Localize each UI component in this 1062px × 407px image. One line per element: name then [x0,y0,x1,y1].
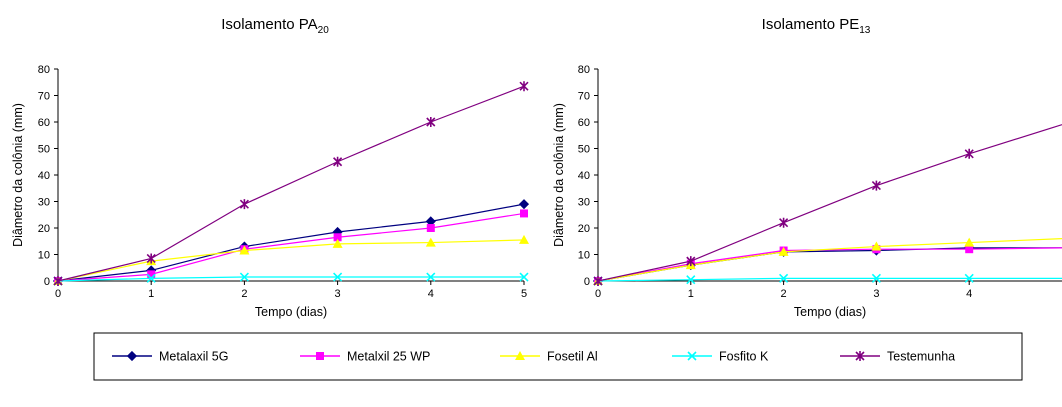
data-point [518,199,530,210]
x-tick-label: 3 [335,288,341,300]
legend-item: Metalxil 25 WP [300,350,430,364]
legend-marker [316,352,324,360]
data-point [871,241,882,251]
chart-isolamento-pe13: Isolamento PE13 0 10 20 30 40 50 60 70 80 0 1 2 3 4 Te… [552,16,1062,319]
x-tick-label: 0 [595,288,601,300]
data-point [147,270,156,279]
y-tick-label: 10 [578,250,590,262]
y-tick-label: 40 [578,170,590,182]
data-point [333,156,343,167]
legend-marker [687,351,697,361]
legend-marker [126,350,138,362]
x-tick-label: 4 [966,288,972,300]
series-line [57,212,525,282]
legend-label: Fosetil Al [547,350,598,364]
y-tick-label: 80 [578,64,590,76]
legend-marker [515,351,525,360]
data-point [426,272,436,282]
legend-marker [855,351,865,361]
legend-label: Fosfito K [719,350,769,364]
y-axis-label: Diâmetro da colônia (mm) [11,103,25,247]
data-point [426,117,436,127]
data-point [686,275,696,285]
series-line [597,247,1062,282]
data-point [146,273,156,283]
data-point [333,233,342,242]
legend-item: Metalaxil 5G [112,350,228,364]
y-tick-label: 20 [38,223,50,235]
series-line [57,239,525,282]
data-point [593,276,603,286]
data-point [333,272,343,282]
y-tick-label: 10 [38,250,50,262]
x-tick-label: 2 [241,288,247,300]
legend-label: Metalaxil 5G [159,350,228,364]
x-tick-label: 1 [148,288,154,300]
data-point [964,237,975,247]
data-point [239,199,249,210]
series-line [57,85,525,282]
series-line [597,277,1062,282]
y-tick-label: 30 [578,197,590,209]
x-axis-label: Tempo (dias) [255,305,327,319]
x-tick-label: 5 [521,288,527,300]
x-tick-label: 4 [428,288,434,300]
y-tick-label: 70 [578,91,590,103]
data-point [871,273,881,283]
y-tick-label: 50 [578,144,590,156]
data-point [965,245,974,254]
y-tick-label: 60 [38,117,50,129]
data-point [426,224,435,232]
series-line [57,276,524,282]
data-point [519,81,529,92]
legend-item: Fosfito K [672,350,769,364]
y-tick-label: 80 [38,64,50,76]
data-point [778,246,789,256]
legend-item: Testemunha [840,350,955,364]
data-point [425,237,436,247]
y-tick-label: 50 [38,144,50,156]
legend-label: Testemunha [887,350,955,364]
x-tick-label: 0 [55,288,61,300]
data-point [519,234,529,244]
legend-label: Metalxil 25 WP [347,350,430,364]
y-tick-label: 40 [38,170,50,182]
series-line [597,247,1062,282]
data-point [332,238,343,248]
legend: Metalaxil 5G Metalxil 25 WP Fosetil Al Fosf… [93,332,1023,381]
data-point [871,180,881,191]
chart-isolamento-pa20: Isolamento PA20 0 10 20 30 40 50 60 70 80 0 1 2 3 4 5 T… [11,16,530,319]
data-point [964,273,974,283]
y-tick-label: 60 [578,117,590,129]
data-point [239,272,249,282]
data-point [964,148,974,159]
chart-title: Isolamento PA20 [221,16,329,36]
series-line [597,124,1062,282]
series-line [597,238,1062,282]
data-point [686,256,696,267]
series-line [57,203,525,282]
y-tick-label: 0 [584,276,590,288]
y-tick-label: 70 [38,91,50,103]
x-tick-label: 2 [781,288,787,300]
legend-item: Fosetil Al [500,350,598,364]
y-tick-label: 0 [44,276,50,288]
data-point [779,273,789,283]
x-tick-label: 3 [873,288,879,300]
y-axis-label: Diâmetro da colônia (mm) [552,103,566,247]
y-tick-label: 30 [38,197,50,209]
data-point [239,245,250,255]
data-point [779,217,789,228]
chart-title: Isolamento PE13 [762,16,871,36]
data-point [520,209,528,218]
data-point [519,272,529,282]
data-point [146,253,156,264]
x-axis-label: Tempo (dias) [794,305,866,319]
data-point [53,276,63,286]
x-tick-label: 1 [688,288,694,300]
y-tick-label: 20 [578,223,590,235]
